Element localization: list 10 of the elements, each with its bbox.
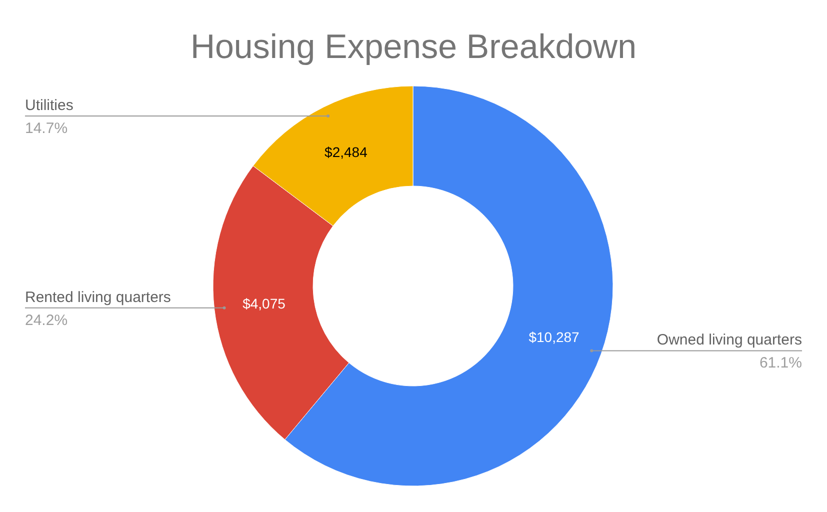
- slice-label: Owned living quarters: [656, 332, 802, 349]
- chart-title: Housing Expense Breakdown: [190, 28, 637, 66]
- text: 61.1%: [759, 354, 802, 372]
- text: 24.2%: [25, 312, 68, 329]
- slice-label: Rented living quarters: [25, 288, 171, 306]
- data-label: $10,287: [528, 329, 580, 346]
- data-label: $4,075: [242, 295, 286, 312]
- text: 14.7%: [25, 120, 68, 138]
- slice-label: Utilities: [25, 97, 74, 114]
- data-label: $2,484: [324, 144, 368, 160]
